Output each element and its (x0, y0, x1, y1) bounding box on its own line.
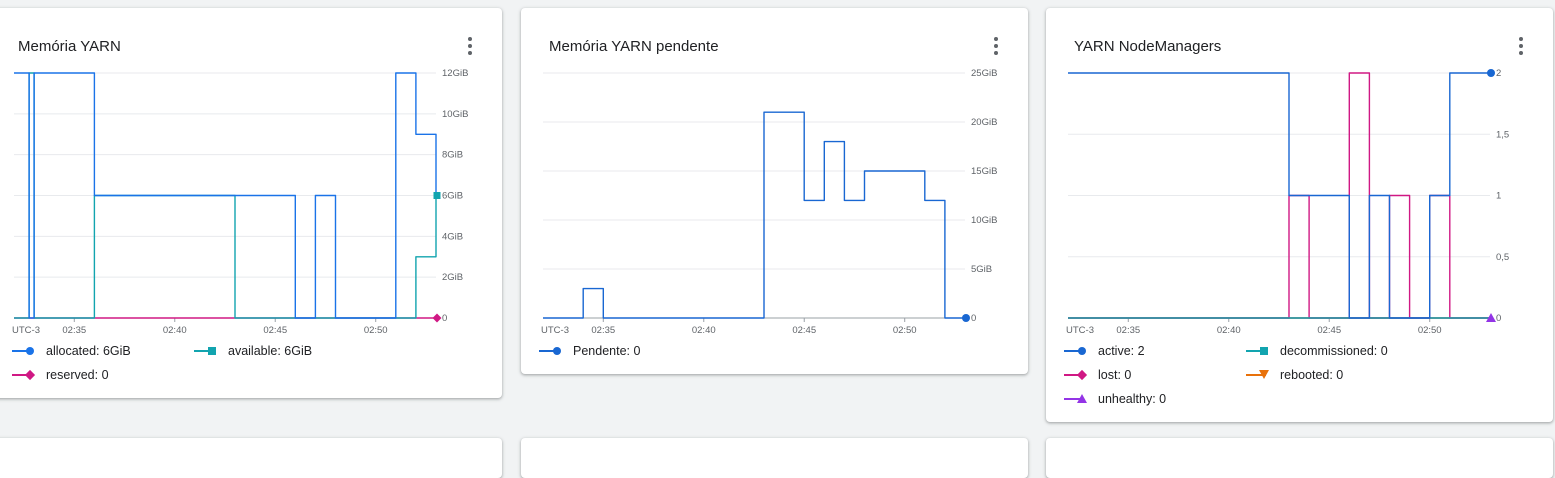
x-tick-label: 02:35 (591, 325, 615, 336)
y-tick-label: 12GiB (442, 68, 468, 79)
x-tick-label: 02:45 (263, 325, 287, 336)
timezone-label: UTC-3 (1066, 325, 1094, 336)
chart-area: 0 2GiB 4GiB 6GiB 8GiB 10GiB 12GiB UTC-3 02:35 02:… (12, 68, 468, 336)
y-tick-label: 1,5 (1496, 129, 1509, 140)
x-tick-label: 02:50 (893, 325, 917, 336)
chart-area: 0 0,5 1 1,5 2 UTC-3 02:35 02:40 02:45 02:50 (1066, 68, 1509, 336)
legend-label: unhealthy: 0 (1098, 392, 1167, 406)
legend-label: Pendente: 0 (573, 344, 641, 358)
y-tick-label: 10GiB (442, 109, 468, 120)
chart-card-yarn-nodemanagers: YARN NodeManagers 0 0,5 1 1,5 2 UTC-3 02:35 02:… (1046, 8, 1553, 422)
legend-swatch-icon (1064, 345, 1090, 357)
legend-swatch-icon (194, 345, 220, 357)
series-line-active (1068, 72, 1490, 319)
y-tick-label: 0,5 (1496, 252, 1509, 263)
legend-label: reserved: 0 (46, 368, 109, 382)
y-tick-label: 4GiB (442, 231, 463, 242)
legend-swatch-icon (12, 369, 38, 381)
chart-card-yarn-pending-memory: Memória YARN pendente 0 5GiB 10GiB 15GiB 20G… (521, 8, 1028, 374)
legend-item[interactable]: lost: 0 (1064, 368, 1131, 382)
y-tick-label: 1 (1496, 191, 1501, 202)
x-tick-label: 02:50 (364, 325, 388, 336)
legend-item[interactable]: Pendente: 0 (539, 344, 640, 358)
y-tick-label: 10GiB (971, 215, 997, 226)
legend-label: lost: 0 (1098, 368, 1132, 382)
chart-area: 0 5GiB 10GiB 15GiB 20GiB 25GiB UTC-3 02:35 02:40… (541, 68, 997, 336)
y-tick-label: 0 (1496, 313, 1501, 324)
x-tick-label: 02:40 (163, 325, 187, 336)
legend-label: active: 2 (1098, 344, 1145, 358)
legend-item[interactable]: rebooted: 0 (1246, 368, 1343, 382)
y-tick-label: 15GiB (971, 166, 997, 177)
chart-card-partial (1046, 438, 1553, 478)
y-tick-label: 0 (442, 313, 447, 324)
legend-item[interactable]: active: 2 (1064, 344, 1145, 358)
legend-label: rebooted: 0 (1280, 368, 1344, 382)
legend-item[interactable]: reserved: 0 (12, 368, 109, 382)
legend-label: decommissioned: 0 (1280, 344, 1388, 358)
more-options-icon[interactable] (460, 34, 480, 58)
series-line-pendente (543, 111, 965, 319)
card-title: YARN NodeManagers (1074, 38, 1222, 55)
legend-swatch-icon (1246, 369, 1272, 381)
x-tick-label: 02:45 (792, 325, 816, 336)
x-tick-label: 02:40 (1217, 325, 1241, 336)
more-options-icon[interactable] (986, 34, 1006, 58)
legend-swatch-icon (1064, 369, 1090, 381)
legend-item[interactable]: decommissioned: 0 (1246, 344, 1388, 358)
series-line-allocated (14, 72, 437, 319)
y-tick-label: 0 (971, 313, 976, 324)
legend-swatch-icon (1246, 345, 1272, 357)
legend-label: available: 6GiB (228, 344, 313, 358)
legend-swatch-icon (539, 345, 565, 357)
card-title: Memória YARN pendente (549, 38, 719, 55)
timezone-label: UTC-3 (12, 325, 40, 336)
chart-card-partial (0, 438, 502, 478)
legend-item[interactable]: allocated: 6GiB (12, 344, 131, 358)
x-tick-label: 02:40 (692, 325, 716, 336)
legend-item[interactable]: unhealthy: 0 (1064, 392, 1166, 406)
y-tick-label: 20GiB (971, 117, 997, 128)
end-marker-available (433, 192, 441, 199)
legend-item[interactable]: available: 6GiB (194, 344, 312, 358)
x-tick-label: 02:50 (1418, 325, 1442, 336)
y-tick-label: 8GiB (442, 150, 463, 161)
legend-swatch-icon (12, 345, 38, 357)
end-marker-active (1487, 69, 1495, 77)
y-tick-label: 6GiB (442, 191, 463, 202)
legend-label: allocated: 6GiB (46, 344, 131, 358)
end-marker-unhealthy (1486, 313, 1496, 322)
x-tick-label: 02:35 (62, 325, 86, 336)
legend-swatch-icon (1064, 393, 1090, 405)
y-tick-label: 25GiB (971, 68, 997, 79)
chart-card-yarn-memory: Memória YARN 0 2GiB 4GiB 6GiB 8GiB 10GiB 12GiB… (0, 8, 502, 398)
more-options-icon[interactable] (1511, 34, 1531, 58)
end-marker-pendente (962, 314, 970, 322)
timezone-label: UTC-3 (541, 325, 569, 336)
card-title: Memória YARN (18, 38, 121, 55)
y-tick-label: 2GiB (442, 272, 463, 283)
x-tick-label: 02:45 (1317, 325, 1341, 336)
x-tick-label: 02:35 (1116, 325, 1140, 336)
end-marker-reserved (432, 313, 442, 323)
y-tick-label: 2 (1496, 68, 1501, 79)
chart-card-partial (521, 438, 1028, 478)
y-tick-label: 5GiB (971, 264, 992, 275)
